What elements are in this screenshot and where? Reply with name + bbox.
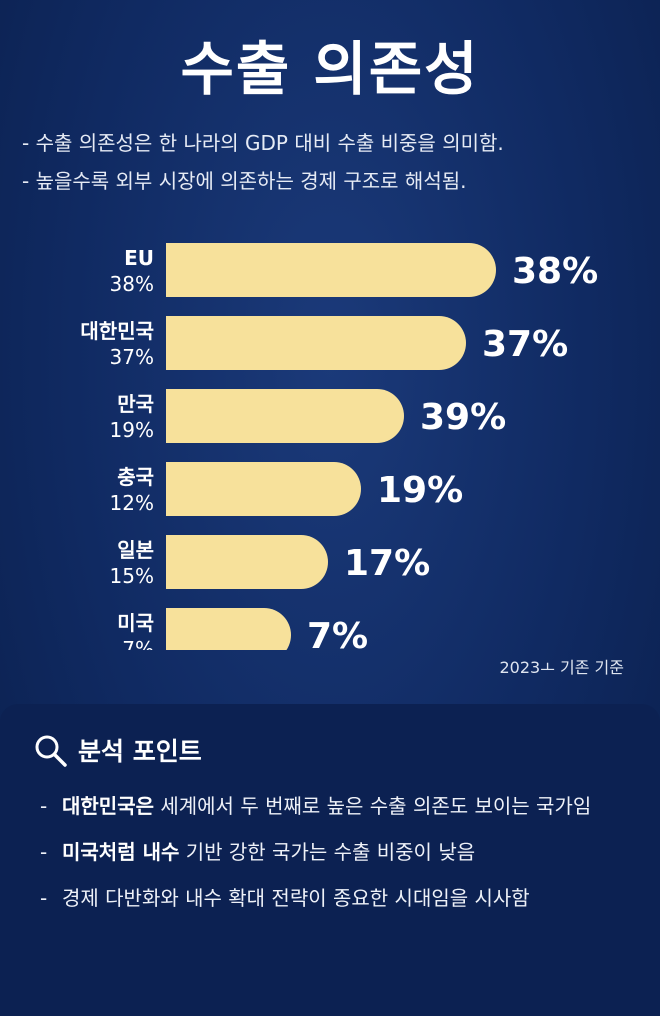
category-label: 충국 xyxy=(117,465,154,489)
bar-left-edge xyxy=(166,389,193,443)
description-line: - 높을수록 외부 시장에 의존하는 경제 구조로 해석됨. xyxy=(22,169,467,193)
value-label: 7% xyxy=(307,616,368,650)
category-sublabel: 37% xyxy=(110,345,154,369)
bar-left-edge xyxy=(166,316,193,370)
analysis-points: 대한민국은 세계에서 두 번째로 높은 수출 의존도 보이는 국가임 미국처럼 … xyxy=(38,788,628,926)
bar xyxy=(166,608,291,650)
bar xyxy=(166,316,466,370)
description-line: - 수출 의존성은 한 나라의 GDP 대비 수출 비중을 의미함. xyxy=(22,131,504,155)
value-label: 19% xyxy=(377,470,463,511)
analysis-point: 미국처럼 내수 기반 강한 국가는 수출 비중이 낮음 xyxy=(38,834,628,870)
category-label: EU xyxy=(124,246,154,270)
bar xyxy=(166,462,361,516)
value-label: 37% xyxy=(482,324,568,365)
analysis-point-bold: 대한민국은 xyxy=(62,794,154,818)
page-title: 수출 의존성 xyxy=(180,35,480,103)
bar xyxy=(166,389,404,443)
bar-left-edge xyxy=(166,608,193,650)
analysis-point: 대한민국은 세계에서 두 번째로 높은 수출 의존도 보이는 국가임 xyxy=(38,788,628,824)
source-note: 2023ㅗ 기존 기준 xyxy=(499,658,625,677)
bar-left-edge xyxy=(166,243,193,297)
analysis-point-bold: 미국처럼 내수 xyxy=(62,840,180,864)
value-label: 38% xyxy=(512,251,598,292)
category-sublabel: 38% xyxy=(110,272,154,296)
category-sublabel: 15% xyxy=(110,564,154,588)
category-label: 대한민국 xyxy=(80,319,154,343)
value-label: 39% xyxy=(420,397,506,438)
analysis-point-text: 세계에서 두 번째로 높은 수출 의존도 보이는 국가임 xyxy=(154,794,592,818)
category-sublabel: 7% xyxy=(122,637,154,650)
category-sublabel: 19% xyxy=(110,418,154,442)
bar xyxy=(166,535,328,589)
search-icon xyxy=(35,735,67,767)
bar-left-edge xyxy=(166,535,193,589)
analysis-point-text: 기반 강한 국가는 수출 비중이 낮음 xyxy=(179,840,476,864)
value-label: 17% xyxy=(344,543,430,584)
bar-left-edge xyxy=(166,462,193,516)
description: - 수출 의존성은 한 나라의 GDP 대비 수출 비중을 의미함. - 높을수… xyxy=(22,124,504,200)
category-label: 미국 xyxy=(117,611,154,635)
category-sublabel: 12% xyxy=(110,491,154,515)
analysis-point-text: 경제 다반화와 내수 확대 전략이 종요한 시대임을 시사함 xyxy=(62,886,530,910)
category-label: 만국 xyxy=(117,392,154,416)
analysis-panel: 분석 포인트 대한민국은 세계에서 두 번째로 높은 수출 의존도 보이는 국가… xyxy=(0,704,660,1016)
bar xyxy=(166,243,496,297)
category-label: 일본 xyxy=(117,538,154,562)
analysis-title: 분석 포인트 xyxy=(78,737,202,766)
analysis-point: 경제 다반화와 내수 확대 전략이 종요한 시대임을 시사함 xyxy=(38,880,628,916)
